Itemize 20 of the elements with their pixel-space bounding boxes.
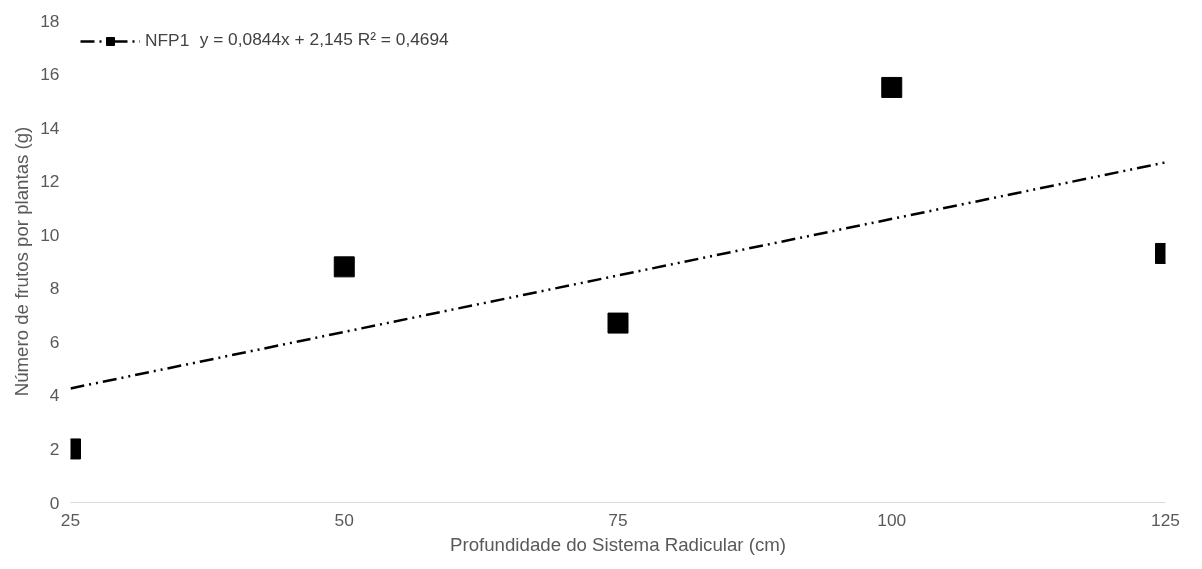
y-tick-label: 14	[40, 117, 60, 138]
y-tick-label: 18	[40, 10, 60, 31]
y-tick-label: 10	[40, 224, 60, 245]
x-tick-label: 100	[877, 509, 907, 530]
x-tick-label: 50	[334, 509, 354, 530]
annotation: y = 0,0844x + 2,145 R² = 0,4694	[199, 28, 450, 49]
point	[607, 312, 629, 334]
y-tick-label: 12	[40, 171, 60, 192]
y-tick-label: 0	[49, 492, 60, 513]
y-tick-label: 16	[40, 64, 60, 85]
x-tick-label: 75	[608, 509, 628, 530]
y-tick-label: 8	[49, 278, 60, 299]
x-axis-title: Profundidade do Sistema Radicular (cm)	[450, 533, 786, 555]
y-axis-title: Número de frutos por plantas (g)	[11, 126, 33, 397]
legend-label: NFP1	[145, 30, 190, 51]
x-tick-label: 25	[60, 509, 81, 530]
y-tick-label: 6	[49, 331, 60, 352]
x-tick-label: 125	[1151, 509, 1180, 530]
y-tick-label: 4	[49, 385, 60, 406]
y-tick-label: 2	[49, 438, 60, 459]
